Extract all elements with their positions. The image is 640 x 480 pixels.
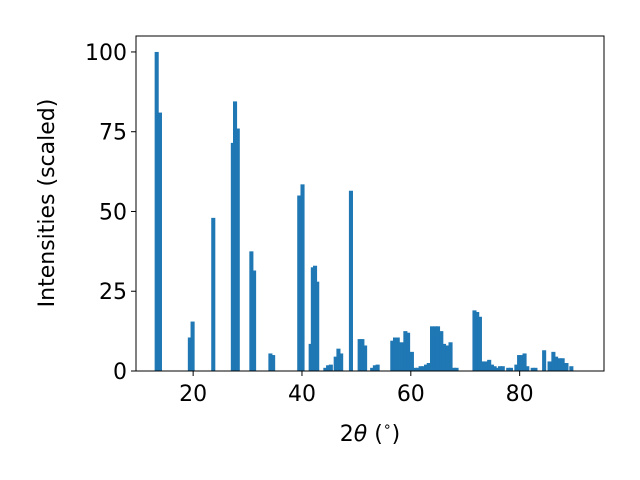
bar-60 — [492, 366, 497, 371]
bar-66 — [514, 364, 519, 371]
bar-45 — [433, 326, 438, 371]
bar-26 — [360, 339, 365, 371]
bar-53 — [472, 310, 477, 371]
bar-63 — [500, 366, 505, 371]
bar-30 — [375, 364, 380, 371]
x-tick-label: 60 — [397, 382, 425, 407]
bar-75 — [551, 351, 556, 371]
y-tick-label: 25 — [99, 280, 127, 305]
bar-31 — [390, 340, 395, 371]
x-tick-label: 20 — [179, 382, 207, 407]
bar-55 — [477, 316, 482, 371]
bar-23 — [339, 353, 344, 371]
bar-33 — [395, 337, 400, 371]
bar-49 — [445, 345, 450, 371]
bar-68 — [519, 355, 524, 371]
bar-9 — [252, 270, 257, 371]
bar-62 — [498, 366, 503, 371]
bar-16 — [313, 265, 318, 371]
bar-59 — [489, 364, 494, 371]
bar-43 — [426, 363, 431, 371]
bar-46 — [435, 326, 441, 371]
bar-67 — [517, 355, 522, 371]
ticks-group: 20 40 60 80 0 25 50 75 100 — [85, 41, 534, 407]
bar-14 — [308, 343, 313, 371]
bar-3 — [190, 321, 195, 371]
y-tick-label: 50 — [99, 200, 127, 225]
bar-36 — [406, 332, 411, 371]
bar-29 — [372, 365, 377, 371]
bars-group — [154, 51, 574, 372]
bar-41 — [421, 366, 426, 371]
bar-76 — [554, 356, 559, 371]
bar-52 — [454, 367, 459, 371]
bar-79 — [564, 363, 569, 371]
bar-11 — [271, 355, 276, 371]
bar-12 — [297, 195, 302, 371]
bar-21 — [333, 356, 338, 371]
bar-20 — [328, 364, 333, 371]
bar-65 — [508, 367, 513, 371]
bar-40 — [418, 366, 423, 371]
bar-42 — [424, 364, 429, 371]
bar-34 — [399, 342, 404, 371]
bar-4 — [211, 217, 216, 371]
bar-18 — [323, 367, 328, 371]
bar-15 — [310, 267, 315, 371]
bar-51 — [451, 367, 456, 371]
bar-37 — [409, 351, 414, 371]
bar-7 — [235, 128, 240, 371]
y-axis-label: Intensities (scaled) — [35, 99, 60, 308]
bar-13 — [300, 184, 305, 371]
x-tick-label: 80 — [506, 382, 534, 407]
bar-5 — [230, 142, 235, 371]
bar-22 — [336, 348, 341, 371]
bar-69 — [522, 353, 527, 371]
y-tick-label: 0 — [113, 360, 127, 385]
bar-6 — [233, 101, 238, 372]
bar-70 — [525, 366, 530, 371]
bar-10 — [268, 353, 273, 371]
bar-54 — [475, 311, 480, 371]
bar-72 — [533, 367, 538, 371]
bar-1 — [157, 112, 162, 371]
bar-2 — [187, 337, 192, 371]
bar-8 — [249, 251, 254, 371]
bar-35 — [403, 331, 408, 371]
bar-56 — [480, 361, 485, 371]
bar-61 — [495, 367, 500, 371]
bar-39 — [415, 367, 420, 371]
bar-47 — [439, 331, 444, 371]
bar-17 — [315, 281, 320, 371]
bar-57 — [483, 361, 488, 371]
bar-44 — [430, 326, 435, 371]
bar-24 — [348, 190, 353, 371]
bar-27 — [363, 345, 368, 371]
x-tick-label: 40 — [288, 382, 316, 407]
bar-32 — [392, 337, 398, 371]
bar-48 — [441, 343, 447, 371]
bar-19 — [326, 365, 331, 371]
plot-frame — [135, 35, 605, 372]
bar-25 — [357, 339, 362, 371]
bar-71 — [530, 367, 535, 371]
bar-50 — [448, 342, 453, 371]
bar-58 — [487, 359, 492, 371]
y-tick-label: 100 — [85, 41, 127, 66]
bar-73 — [542, 350, 547, 371]
bar-64 — [506, 367, 511, 371]
bar-77 — [557, 358, 562, 371]
bar-0 — [154, 51, 159, 371]
bar-78 — [560, 358, 565, 371]
y-tick-label: 75 — [99, 121, 127, 146]
bar-28 — [370, 367, 375, 371]
bar-38 — [413, 367, 418, 371]
x-axis-label: 2θ (∘) — [340, 419, 400, 447]
bar-74 — [547, 361, 552, 371]
bar-80 — [569, 366, 574, 371]
